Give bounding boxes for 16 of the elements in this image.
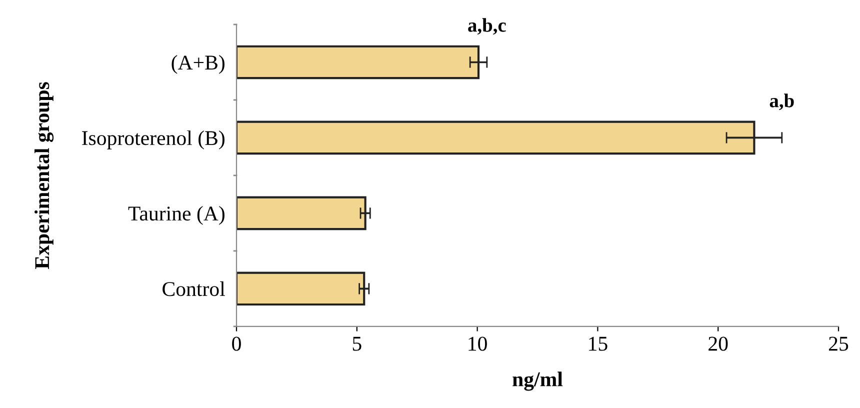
x-tick-label: 5 (352, 336, 362, 351)
x-tick-label: 0 (232, 336, 241, 351)
x-tick-label: 10 (468, 336, 487, 351)
x-tick-label: 15 (589, 336, 608, 351)
x-axis-title: ng/ml (512, 372, 563, 391)
y-tick-label: (A+B) (172, 54, 224, 74)
y-tick-label: Control (162, 281, 225, 296)
y-tick-label: Taurine (A) (128, 206, 224, 225)
x-tick-label: 25 (829, 336, 848, 351)
bar (236, 272, 366, 306)
y-tick-label: Isoproterenol (B) (82, 130, 224, 150)
annotation: a,b (770, 94, 794, 110)
y-axis-title: Experimental groups (34, 82, 54, 269)
annotation: a,b,c (468, 18, 506, 35)
bar (236, 196, 366, 230)
x-tick-label: 20 (708, 336, 728, 351)
